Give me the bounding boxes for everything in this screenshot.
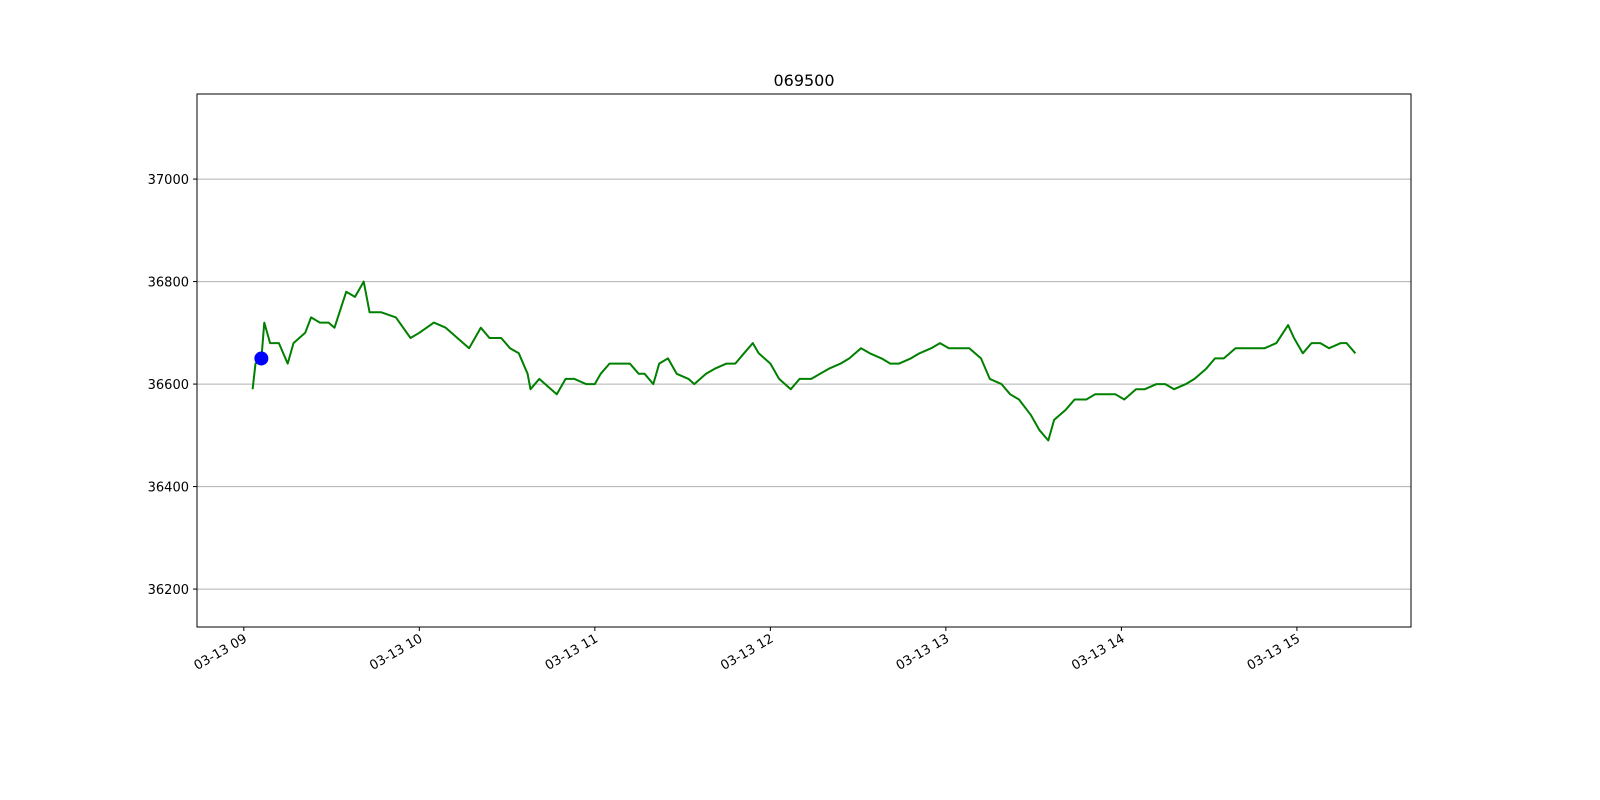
chart-title: 069500 [773,71,834,90]
x-tick-label: 03-13 14 [1069,631,1127,673]
y-tick-label: 36800 [148,276,189,291]
x-tick-label: 03-13 10 [367,631,425,673]
x-tick-label: 03-13 13 [894,631,952,673]
x-tick-label: 03-13 11 [543,631,601,673]
y-tick-label: 36200 [148,583,189,598]
price-line [251,280,1357,442]
y-tick-label: 37000 [148,173,189,188]
y-tick-label: 36600 [148,378,189,393]
x-tick-label: 03-13 09 [192,631,250,673]
x-tick-label: 03-13 12 [718,631,776,673]
y-tick-label: 36400 [148,481,189,496]
marker-point [254,351,269,366]
axes-frame [196,93,1412,628]
x-tick-label: 03-13 15 [1245,631,1303,673]
